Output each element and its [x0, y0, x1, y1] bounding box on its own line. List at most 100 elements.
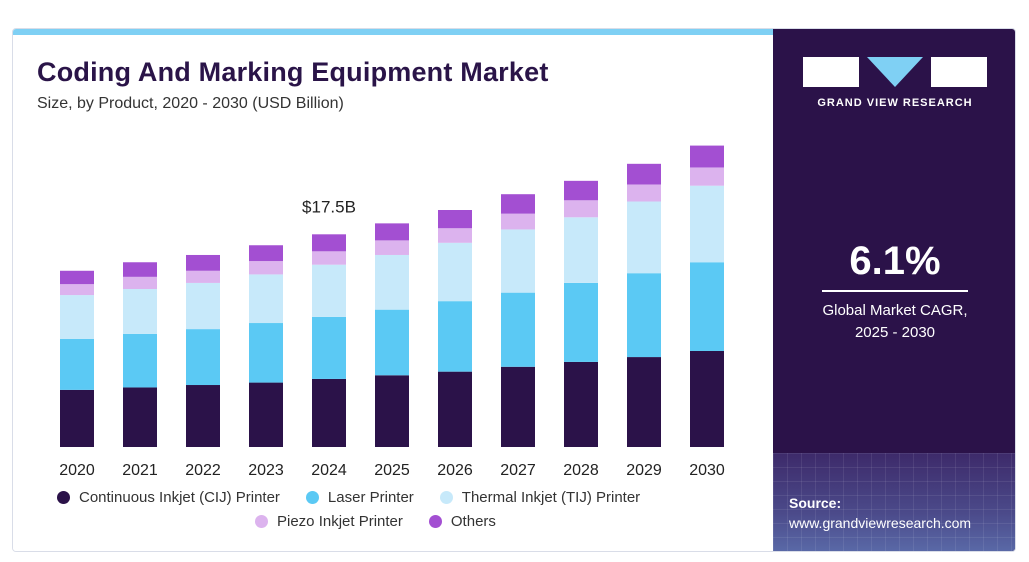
bar-2029-series-4 — [627, 163, 661, 185]
bar-2023-series-4 — [249, 245, 283, 262]
x-tick-label: 2024 — [311, 462, 347, 479]
bar-2021-series-3 — [123, 276, 157, 289]
bar-2020-series-2 — [60, 295, 94, 339]
cagr-block: 6.1% Global Market CAGR, 2025 - 2030 — [773, 239, 1015, 344]
x-tick-label: 2026 — [437, 462, 473, 479]
legend-label: Others — [450, 512, 496, 530]
bar-2024-series-1 — [312, 316, 346, 379]
x-tick-label: 2029 — [626, 462, 662, 479]
bar-2027-series-0 — [501, 366, 535, 447]
legend-swatch — [305, 490, 319, 504]
x-tick-label: 2025 — [374, 462, 410, 479]
legend-swatch — [428, 514, 442, 528]
bar-2030-series-1 — [690, 262, 724, 351]
bar-2027-series-3 — [501, 213, 535, 230]
bar-2023-series-0 — [249, 382, 283, 447]
logo-r-mark-icon — [931, 57, 987, 87]
stacked-bar-chart: 2020 2021 2022 2023 2024 $17.5B 2025 2026 2027 20… — [59, 145, 725, 479]
legend-item: Others — [428, 512, 496, 530]
cagr-label-line2: 2025 - 2030 — [854, 324, 936, 341]
grand-view-research-logo: GRAND VIEW RESEARCH — [803, 57, 987, 109]
accent-strip — [13, 29, 773, 35]
logo-v-mark-icon — [867, 57, 923, 87]
bar-2030-series-2 — [690, 185, 724, 263]
bar-2026-series-4 — [438, 210, 472, 229]
bar-2028-series-2 — [564, 217, 598, 283]
legend-swatch — [439, 490, 453, 504]
legend-row: Piezo Inkjet Printer Others — [255, 511, 522, 531]
logo-text: GRAND VIEW RESEARCH — [817, 97, 973, 109]
bar-2020-series-0 — [60, 389, 94, 447]
source-title: Source: — [789, 495, 842, 511]
bar-2021-series-1 — [123, 333, 157, 388]
legend-label: Thermal Inkjet (TIJ) Printer — [461, 488, 641, 506]
legend-swatch — [255, 514, 268, 528]
bar-2024-series-3 — [312, 251, 346, 265]
legend-item: Laser Printer — [305, 488, 414, 506]
legend-item: Piezo Inkjet Printer — [255, 513, 403, 530]
bar-2025-series-0 — [375, 375, 409, 447]
bar-2021-series-4 — [123, 262, 157, 277]
bar-2021-series-0 — [123, 387, 157, 447]
bar-2028-series-0 — [564, 361, 598, 447]
legend-item: Thermal Inkjet (TIJ) Printer — [439, 488, 641, 506]
cagr-label-line1: Global Market CAGR, — [822, 302, 968, 319]
bar-2026-series-3 — [438, 228, 472, 243]
chart-subtitle: Size, by Product, 2020 - 2030 (USD Billi… — [37, 95, 344, 112]
legend-label: Laser Printer — [327, 488, 414, 506]
bar-2027-series-4 — [501, 194, 535, 214]
source-block: Source: www.grandviewresearch.com — [773, 453, 1015, 551]
bar-2022-series-2 — [186, 282, 220, 330]
logo-g-mark-icon — [803, 57, 859, 87]
bar-2026-series-2 — [438, 242, 472, 302]
bar-2028-series-4 — [564, 180, 598, 201]
bar-2030-series-3 — [690, 167, 724, 186]
bar-2028-series-1 — [564, 282, 598, 362]
bar-2024-series-4 — [312, 234, 346, 252]
chart-title: Coding And Marking Equipment Market — [37, 57, 549, 87]
bar-2026-series-0 — [438, 371, 472, 447]
x-tick-label: 2028 — [563, 462, 599, 479]
bar-2025-series-4 — [375, 223, 409, 241]
bar-2020-series-4 — [60, 270, 94, 285]
bar-2021-series-2 — [123, 289, 157, 334]
bar-2027-series-2 — [501, 229, 535, 293]
bar-2020-series-3 — [60, 284, 94, 296]
legend-label: Continuous Inkjet (CIJ) Printer — [79, 488, 280, 506]
bar-2029-series-0 — [627, 357, 661, 447]
legend-item: Continuous Inkjet (CIJ) Printer — [57, 489, 280, 506]
bar-2030-series-0 — [690, 350, 724, 447]
bar-2025-series-2 — [375, 254, 409, 310]
legend-row: Continuous Inkjet (CIJ) Printer Laser Pri… — [57, 487, 666, 507]
legend-swatch — [57, 490, 70, 504]
chart-panel: Coding And Marking Equipment Market Size… — [13, 35, 773, 551]
bar-2022-series-3 — [186, 270, 220, 283]
bar-2024-series-0 — [312, 378, 346, 447]
x-tick-label: 2021 — [122, 462, 158, 479]
legend-label: Piezo Inkjet Printer — [277, 512, 403, 530]
bar-2020-series-1 — [60, 338, 94, 390]
x-tick-label: 2022 — [185, 462, 221, 479]
infographic-card: Coding And Marking Equipment Market Size… — [12, 28, 1016, 552]
bar-2028-series-3 — [564, 200, 598, 218]
bar-2030-series-4 — [690, 145, 724, 168]
bar-2023-series-2 — [249, 274, 283, 324]
bar-2029-series-2 — [627, 201, 661, 274]
x-tick-label: 2020 — [59, 462, 95, 479]
cagr-divider — [822, 290, 968, 292]
bar-2022-series-0 — [186, 385, 220, 447]
bar-2025-series-1 — [375, 309, 409, 376]
x-tick-label: 2027 — [500, 462, 536, 479]
source-url: www.grandviewresearch.com — [789, 515, 972, 531]
summary-panel: GRAND VIEW RESEARCH 6.1% Global Market C… — [773, 29, 1015, 551]
bar-2026-series-1 — [438, 301, 472, 372]
cagr-value: 6.1% — [849, 239, 941, 283]
bar-2023-series-1 — [249, 323, 283, 383]
bar-2029-series-3 — [627, 184, 661, 202]
bar-2027-series-1 — [501, 292, 535, 367]
bar-2022-series-1 — [186, 329, 220, 386]
data-label: $17.5B — [302, 197, 356, 216]
bar-2022-series-4 — [186, 254, 220, 271]
bar-2023-series-3 — [249, 261, 283, 275]
bar-2024-series-2 — [312, 264, 346, 317]
